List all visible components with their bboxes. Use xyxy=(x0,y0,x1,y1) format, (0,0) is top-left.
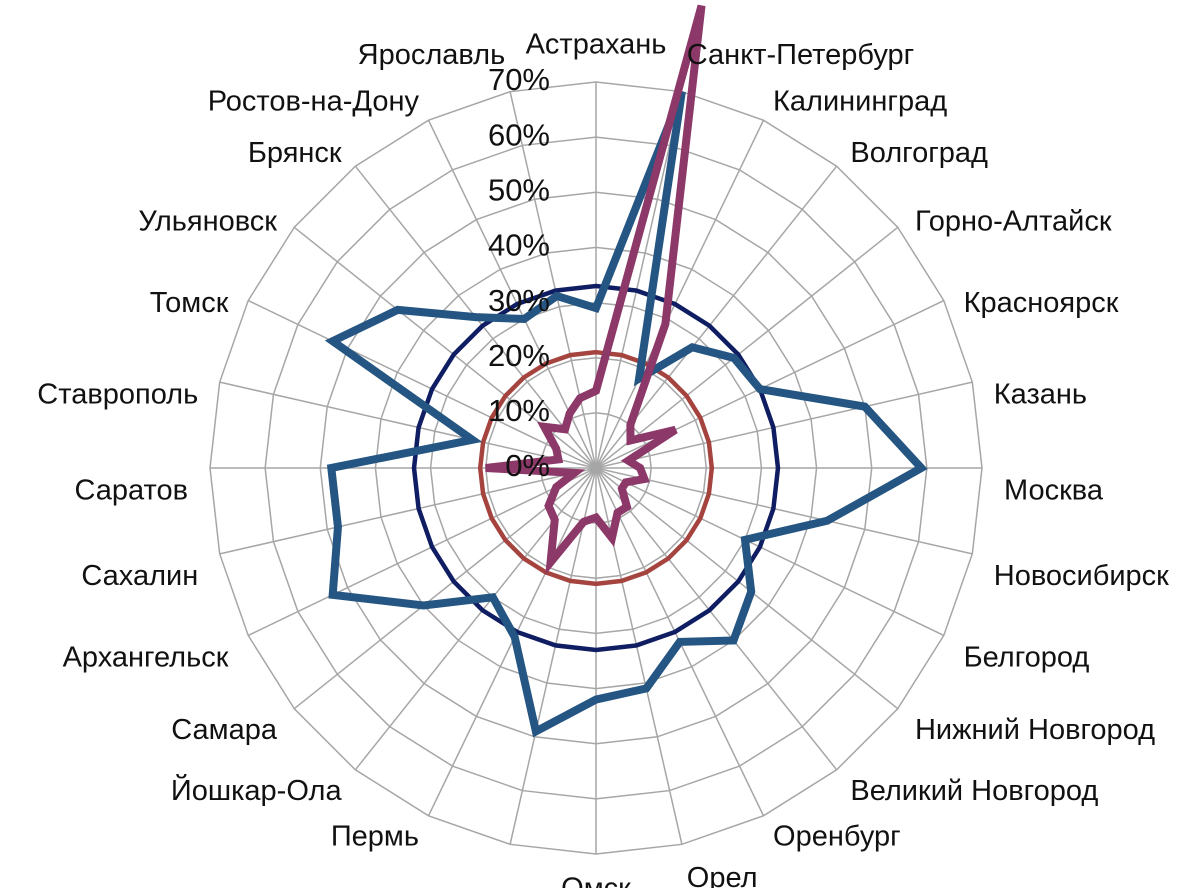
spoke xyxy=(354,467,597,771)
category-label: Томск xyxy=(150,287,229,319)
category-label: Ульяновск xyxy=(138,205,277,237)
category-label: Москва xyxy=(1004,475,1104,507)
spoke xyxy=(219,381,597,469)
spoke xyxy=(595,467,945,637)
category-label: Казань xyxy=(994,379,1087,411)
spoke xyxy=(247,299,597,469)
y-tick-label: 0% xyxy=(505,448,550,483)
spoke xyxy=(595,119,765,469)
spoke xyxy=(595,91,683,469)
spoke xyxy=(509,91,597,469)
spoke xyxy=(595,467,973,555)
category-label: Сахалин xyxy=(81,560,198,592)
category-label: Ростов-на-Дону xyxy=(208,85,420,117)
category-label: Саратов xyxy=(74,475,188,507)
y-tick-label: 60% xyxy=(488,117,550,152)
y-tick-label: 50% xyxy=(488,172,550,207)
category-label: Архангельск xyxy=(63,641,229,673)
y-tick-label: 10% xyxy=(488,393,550,428)
y-tick-label: 30% xyxy=(488,283,550,318)
series-line xyxy=(485,4,706,576)
category-label: Самара xyxy=(171,714,278,746)
category-label: Йошкар-Ола xyxy=(171,773,343,807)
category-label: Волгоград xyxy=(850,137,988,169)
category-label: Оренбург xyxy=(773,821,901,853)
category-label: Великий Новгород xyxy=(850,775,1098,807)
category-label: Новосибирск xyxy=(994,560,1169,592)
category-label: Ставрополь xyxy=(37,379,198,411)
spoke xyxy=(247,467,597,637)
y-tick-label: 70% xyxy=(488,62,550,97)
y-tick-label: 40% xyxy=(488,228,550,263)
category-label: Брянск xyxy=(248,137,342,169)
category-label: Нижний Новгород xyxy=(915,714,1155,746)
category-label: Красноярск xyxy=(964,287,1119,319)
category-label: Орел xyxy=(687,862,758,888)
series-line xyxy=(477,349,715,587)
spoke xyxy=(219,467,597,555)
spoke xyxy=(595,467,838,771)
category-label: Белгород xyxy=(964,641,1090,673)
spoke xyxy=(595,381,973,469)
spoke xyxy=(509,467,597,845)
category-label: Омск xyxy=(561,873,631,888)
series-line xyxy=(324,90,928,738)
spoke xyxy=(595,226,899,469)
y-tick-label: 20% xyxy=(488,338,550,373)
category-label: Астрахань xyxy=(526,29,667,61)
category-label: Горно-Алтайск xyxy=(915,205,1112,237)
category-label: Санкт-Петербург xyxy=(687,39,914,71)
category-label: Калининград xyxy=(773,85,947,117)
category-label: Пермь xyxy=(331,821,419,853)
category-label: Ярославль xyxy=(358,39,506,71)
